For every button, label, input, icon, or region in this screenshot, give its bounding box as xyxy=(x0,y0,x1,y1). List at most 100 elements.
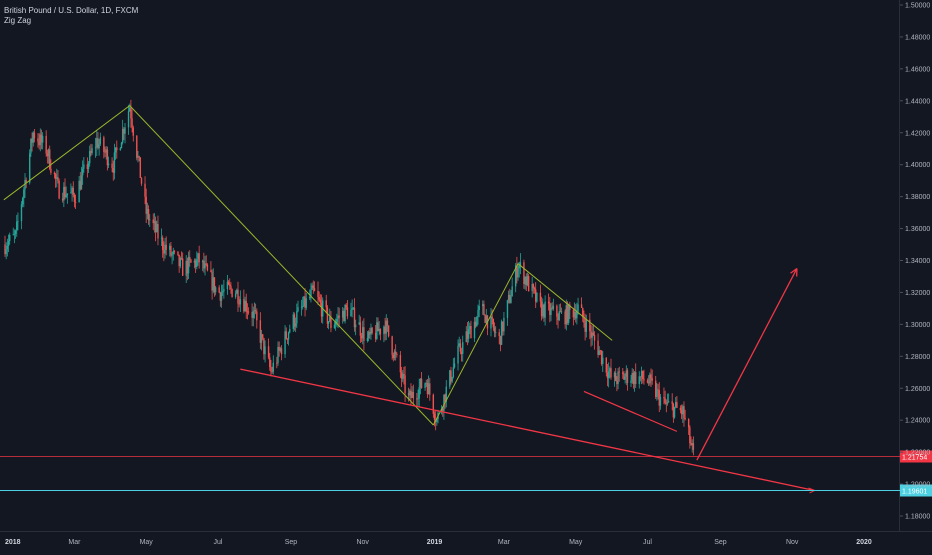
candle xyxy=(58,178,60,200)
candle xyxy=(386,318,389,332)
candle-body xyxy=(127,111,130,128)
candle xyxy=(284,325,286,358)
candle xyxy=(394,344,397,361)
candle-body xyxy=(178,254,180,267)
candle xyxy=(276,356,278,369)
candle xyxy=(642,370,644,384)
candle-body xyxy=(691,443,693,446)
candle xyxy=(227,280,230,286)
candle-body xyxy=(590,331,592,338)
candle xyxy=(244,296,246,312)
candle-body xyxy=(246,311,249,313)
candle-body xyxy=(226,281,229,290)
candle xyxy=(502,321,504,336)
candle-body xyxy=(31,138,33,143)
candle-body xyxy=(256,311,258,321)
candle xyxy=(198,245,200,269)
candle-body xyxy=(346,307,349,317)
candle-body xyxy=(352,307,355,309)
chart-legend: British Pound / U.S. Dollar, 1D, FXCM Zi… xyxy=(4,6,138,26)
candle xyxy=(676,396,678,409)
candle-body xyxy=(592,332,595,336)
candle-body xyxy=(91,148,93,154)
candle-body xyxy=(673,406,676,418)
candle xyxy=(613,371,616,387)
candle-body xyxy=(503,317,505,332)
candle-body xyxy=(227,281,230,285)
candle xyxy=(409,388,411,400)
candle-body xyxy=(181,258,184,276)
candle-body xyxy=(409,390,411,396)
candle-body xyxy=(164,244,166,254)
candle xyxy=(226,274,229,295)
candle xyxy=(254,303,257,315)
time-tick-label: Sep xyxy=(714,539,727,546)
candle-body xyxy=(387,325,390,337)
candle-body xyxy=(404,375,406,394)
candle-body xyxy=(432,394,435,414)
candle-body xyxy=(494,332,497,333)
indicator-label[interactable]: Zig Zag xyxy=(4,16,32,25)
candle xyxy=(657,383,659,400)
candle xyxy=(173,249,176,255)
candle xyxy=(277,341,279,366)
candle xyxy=(450,366,452,385)
candle xyxy=(565,299,567,331)
candle xyxy=(598,346,600,356)
candle-body xyxy=(146,209,149,214)
zigzag-segment xyxy=(3,105,131,201)
candle xyxy=(666,393,669,406)
candle-body xyxy=(484,315,486,323)
candle xyxy=(116,140,118,159)
candle xyxy=(243,289,245,314)
candle xyxy=(164,237,166,259)
candle-body xyxy=(313,287,316,291)
symbol-title[interactable]: British Pound / U.S. Dollar, 1D, FXCM xyxy=(4,6,139,15)
last-price-price-tag xyxy=(900,450,932,463)
candle xyxy=(139,157,142,178)
candle xyxy=(236,288,238,295)
candle-body xyxy=(569,304,571,310)
candle-body xyxy=(211,271,213,291)
candle-body xyxy=(466,331,469,339)
candle-body xyxy=(309,296,311,299)
candle xyxy=(465,326,467,343)
candle xyxy=(500,319,503,345)
candle-body xyxy=(509,294,511,303)
support-price-label: 1.19601 xyxy=(902,489,927,496)
candle xyxy=(279,346,282,353)
candle xyxy=(605,357,607,377)
candle-body xyxy=(53,172,56,175)
candle xyxy=(403,366,405,385)
candle-body xyxy=(112,168,114,173)
candle xyxy=(89,145,91,167)
candle-body xyxy=(99,137,102,145)
candle xyxy=(384,317,386,341)
wedge-lower-line[interactable] xyxy=(583,390,678,432)
candle xyxy=(610,358,612,380)
projection-arrow[interactable] xyxy=(696,268,798,461)
support-trend-line[interactable] xyxy=(240,368,815,492)
candle-body xyxy=(270,367,272,372)
candle xyxy=(509,288,511,304)
candle xyxy=(524,275,526,290)
candle-body xyxy=(518,265,520,269)
price-axis[interactable]: 1.50000 1.48000 1.46000 1.44000 1.42000 1.400… xyxy=(900,3,930,521)
candle xyxy=(186,257,189,281)
candle xyxy=(360,332,363,343)
candle xyxy=(94,137,97,158)
candle xyxy=(130,99,132,128)
candle xyxy=(49,145,51,171)
candle-body xyxy=(650,374,652,379)
candle-body xyxy=(157,224,159,239)
time-axis[interactable]: 2018 Mar May Jul Sep Nov 2019 Mar May Jul Sep Nov 20… xyxy=(5,539,872,546)
candle xyxy=(566,301,569,325)
candle xyxy=(14,229,17,239)
candle xyxy=(32,130,34,147)
candle-body xyxy=(564,311,566,325)
candle xyxy=(632,369,635,389)
candle-body xyxy=(286,338,289,340)
candle-body xyxy=(210,270,212,272)
